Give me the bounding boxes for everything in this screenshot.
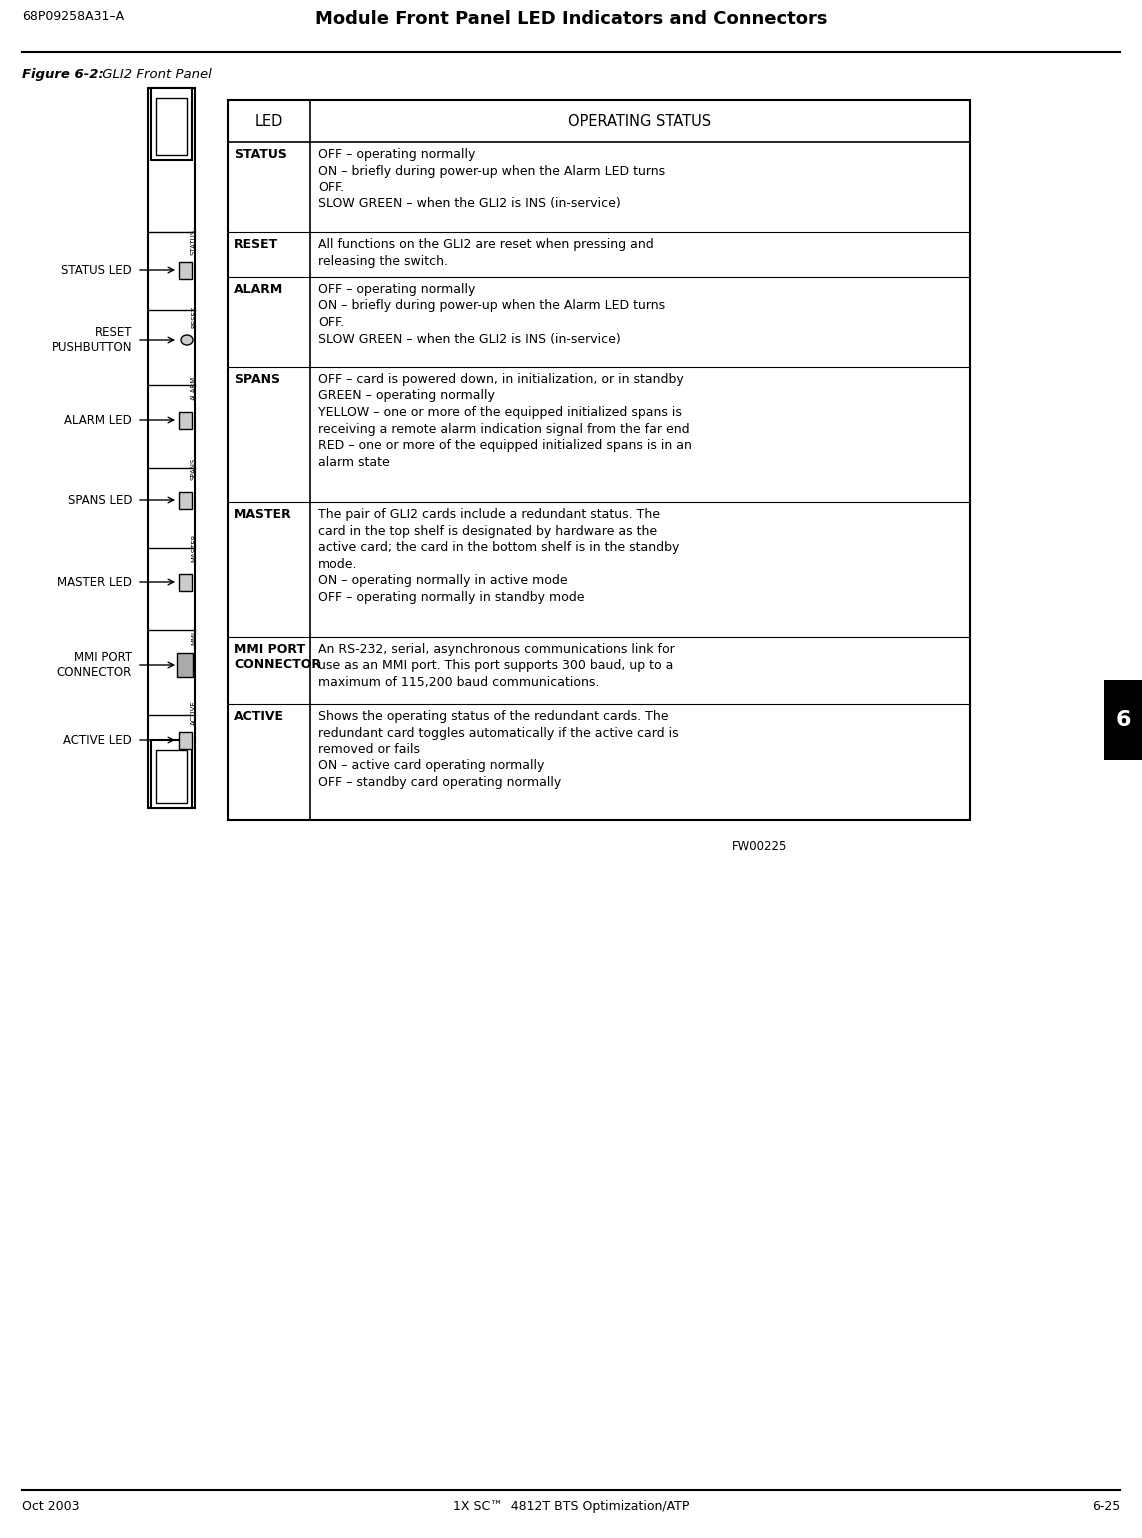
Bar (179, 574, 192, 591)
Text: Figure 6-2:: Figure 6-2: (22, 68, 104, 82)
Text: OPERATING STATUS: OPERATING STATUS (569, 114, 711, 129)
Text: SPANS LED: SPANS LED (67, 494, 132, 506)
Text: 6: 6 (1116, 711, 1131, 731)
Bar (156, 751, 187, 803)
Text: Shows the operating status of the redundant cards. The
redundant card toggles au: Shows the operating status of the redund… (317, 711, 678, 789)
Bar (148, 88, 195, 807)
Text: All functions on the GLI2 are reset when pressing and
releasing the switch.: All functions on the GLI2 are reset when… (317, 238, 653, 268)
Text: OFF – operating normally
ON – briefly during power-up when the Alarm LED turns
O: OFF – operating normally ON – briefly du… (317, 148, 665, 211)
Text: RESET: RESET (191, 306, 198, 328)
Text: MASTER: MASTER (191, 534, 198, 561)
Text: ALARM LED: ALARM LED (64, 414, 132, 426)
Text: RESET
PUSHBUTTON: RESET PUSHBUTTON (51, 326, 132, 354)
Text: MASTER LED: MASTER LED (57, 575, 132, 589)
Text: STATUS: STATUS (191, 229, 198, 255)
Text: LED: LED (255, 114, 283, 129)
Text: MMI PORT
CONNECTOR: MMI PORT CONNECTOR (234, 643, 321, 671)
Text: 1X SC™  4812T BTS Optimization/ATP: 1X SC™ 4812T BTS Optimization/ATP (453, 1500, 689, 1513)
Text: Module Front Panel LED Indicators and Connectors: Module Front Panel LED Indicators and Co… (315, 11, 827, 28)
Bar (151, 88, 192, 160)
Text: STATUS: STATUS (234, 148, 287, 161)
Bar (156, 98, 187, 155)
Text: ALARM: ALARM (191, 375, 198, 400)
Text: FW00225: FW00225 (732, 840, 788, 854)
Bar (179, 492, 192, 509)
Text: An RS-232, serial, asynchronous communications link for
use as an MMI port. This: An RS-232, serial, asynchronous communic… (317, 643, 675, 689)
Bar (179, 412, 192, 429)
Ellipse shape (180, 335, 193, 345)
Text: STATUS LED: STATUS LED (62, 263, 132, 277)
Bar (1104, 680, 1142, 760)
Text: ACTIVE: ACTIVE (191, 700, 198, 724)
Bar (177, 654, 193, 677)
Text: SPANS: SPANS (191, 458, 198, 480)
Bar (179, 732, 192, 749)
Text: 6-25: 6-25 (1092, 1500, 1120, 1513)
Text: MASTER: MASTER (234, 508, 291, 521)
Text: GLI2 Front Panel: GLI2 Front Panel (98, 68, 211, 82)
Text: RESET: RESET (234, 238, 279, 251)
Text: SPANS: SPANS (234, 374, 280, 386)
Bar (179, 261, 192, 278)
Text: OFF – card is powered down, in initialization, or in standby
GREEN – operating n: OFF – card is powered down, in initializ… (317, 374, 692, 469)
Text: The pair of GLI2 cards include a redundant status. The
card in the top shelf is : The pair of GLI2 cards include a redunda… (317, 508, 679, 603)
Text: MMI PORT
CONNECTOR: MMI PORT CONNECTOR (57, 651, 132, 678)
Text: 68P09258A31–A: 68P09258A31–A (22, 11, 124, 23)
Text: MMI: MMI (191, 631, 198, 644)
Bar (228, 100, 970, 820)
Text: ALARM: ALARM (234, 283, 283, 295)
Text: ACTIVE LED: ACTIVE LED (63, 734, 132, 746)
Text: OFF – operating normally
ON – briefly during power-up when the Alarm LED turns
O: OFF – operating normally ON – briefly du… (317, 283, 665, 346)
Bar (151, 740, 192, 807)
Text: ACTIVE: ACTIVE (234, 711, 284, 723)
Text: Oct 2003: Oct 2003 (22, 1500, 80, 1513)
